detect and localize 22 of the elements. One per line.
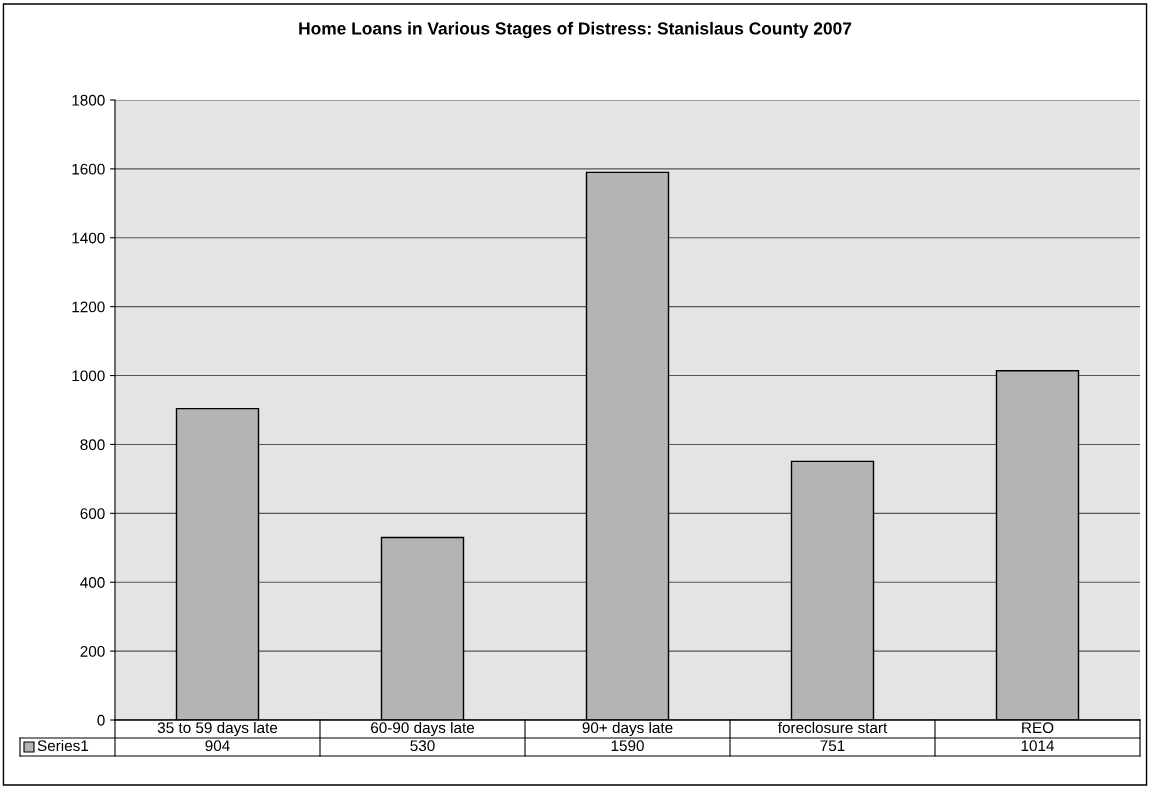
y-tick-label: 600 <box>80 508 105 520</box>
x-tick-label: foreclosure start <box>777 721 888 734</box>
x-tick-label: 90+ days late <box>582 721 673 737</box>
y-tick-label: 800 <box>80 439 105 451</box>
legend-label: Series1 <box>37 739 89 752</box>
x-tick-label: REO <box>1022 722 1054 734</box>
y-tick-label: 1400 <box>72 232 105 244</box>
y-tick-label: 1600 <box>72 163 105 175</box>
y-tick-label: 400 <box>80 577 105 588</box>
data-label: 751 <box>820 740 845 752</box>
y-tick-label: 200 <box>80 645 105 657</box>
data-label: 1590 <box>611 740 644 752</box>
x-tick-label: 60-90 days late <box>371 721 475 737</box>
y-tick-label: 1000 <box>72 370 105 382</box>
y-tick-label: 1200 <box>72 301 105 313</box>
chart-title: Home Loans in Various Stages of Distress: Stanislaus County 2007 <box>299 21 852 39</box>
data-label: 530 <box>410 740 435 752</box>
x-tick-label: 35 to 59 days late <box>157 721 278 737</box>
data-label: 1014 <box>1021 740 1055 752</box>
y-tick-label: 0 <box>97 714 105 726</box>
data-label: 904 <box>205 740 230 752</box>
y-tick-label: 1800 <box>72 94 105 106</box>
